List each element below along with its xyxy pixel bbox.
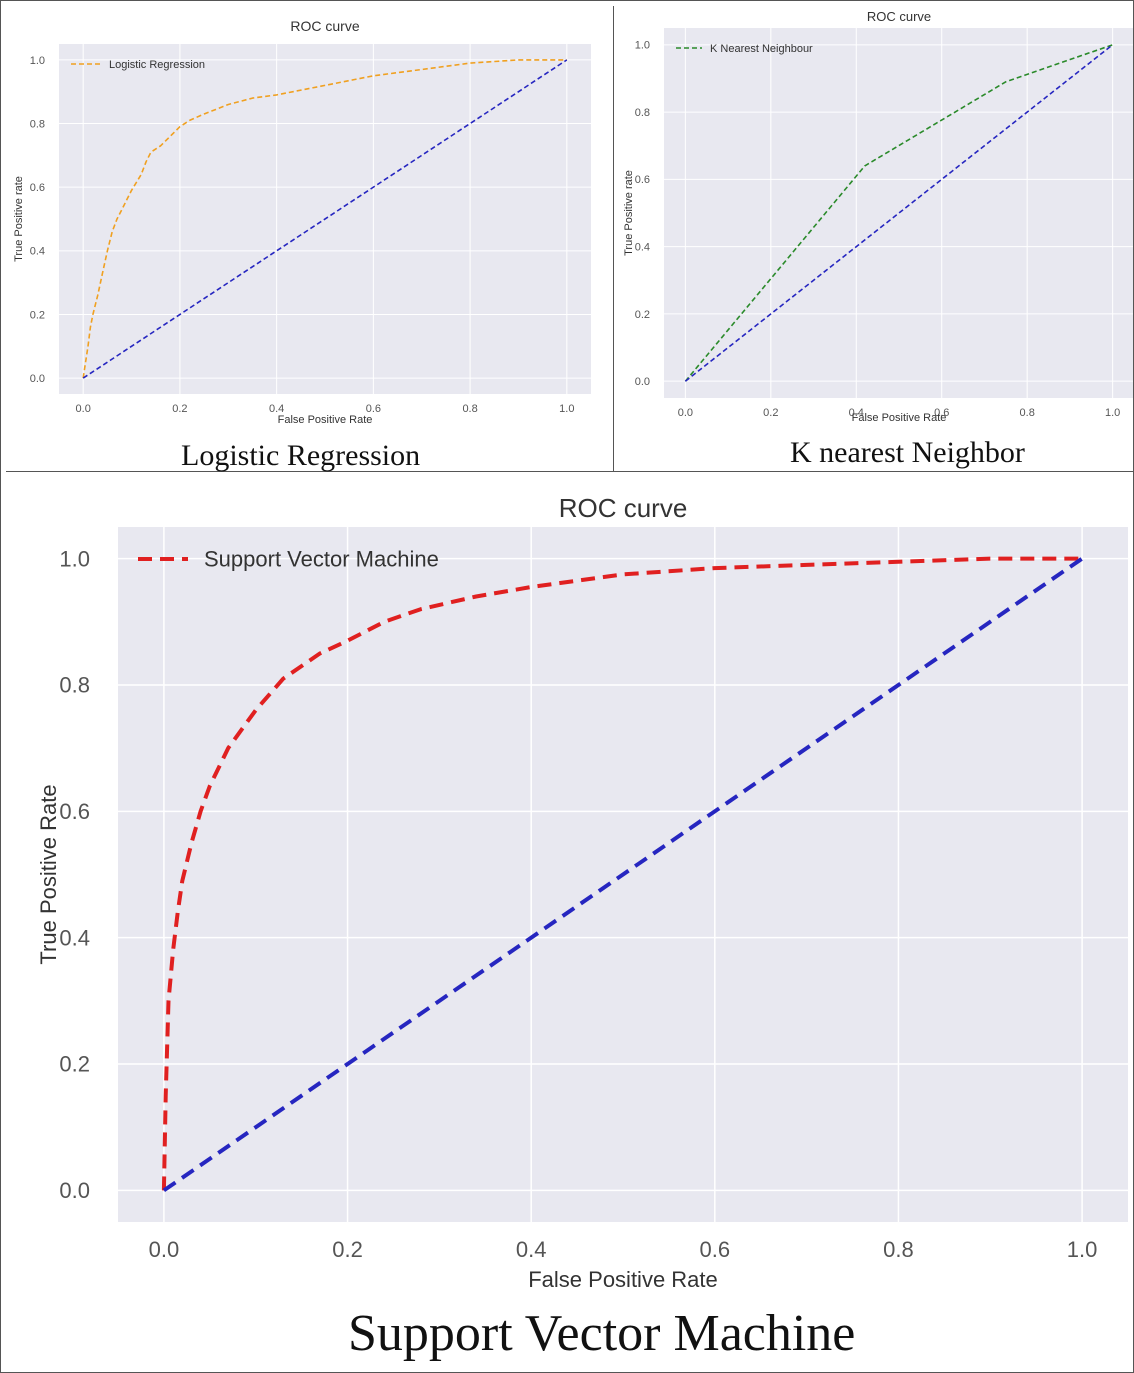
y-tick-label: 0.2 <box>59 1052 90 1077</box>
x-tick-label: 1.0 <box>1105 407 1120 419</box>
legend-label: Logistic Regression <box>109 59 205 71</box>
chart-title: ROC curve <box>867 9 931 24</box>
x-tick-label: 0.4 <box>849 407 864 419</box>
roc-curve-line <box>684 44 1113 382</box>
x-tick-label: 0.2 <box>332 1237 363 1262</box>
x-axis-label: False Positive Rate <box>278 414 373 426</box>
lr-panel: 0.0 0.2 0.4 0.6 0.8 1.0 0.0 0.2 0.4 0.6 0.8 1.0 ROC … <box>6 6 614 472</box>
x-tick-label: 1.0 <box>559 403 574 415</box>
y-tick-label: 1.0 <box>59 546 90 571</box>
y-tick-label: 0.2 <box>30 309 45 321</box>
x-tick-label: 0.8 <box>883 1237 914 1262</box>
y-tick-label: 0.4 <box>59 925 90 950</box>
y-tick-label: 0.8 <box>635 107 650 119</box>
svm-roc-chart: 0.0 0.2 0.4 0.6 0.8 1.0 0.0 0.2 0.4 0.6 0.8 1.0 ROC … <box>36 493 1128 1292</box>
x-tick-label: 0.8 <box>462 403 477 415</box>
legend-label: K Nearest Neighbour <box>710 43 813 55</box>
chart-title: ROC curve <box>290 18 359 34</box>
x-axis-label: False Positive Rate <box>852 412 947 424</box>
chance-diagonal-line <box>82 59 568 379</box>
y-axis-label: True Positive rate <box>13 176 25 262</box>
chance-diagonal-line <box>162 556 1084 1193</box>
x-axis-label: False Positive Rate <box>528 1267 718 1292</box>
y-tick-label: 0.2 <box>635 309 650 321</box>
y-tick-label: 0.4 <box>30 246 45 258</box>
lr-caption: Logistic Regression <box>181 439 421 472</box>
lr-roc-chart: 0.0 0.2 0.4 0.6 0.8 1.0 0.0 0.2 0.4 0.6 0.8 1.0 ROC … <box>13 18 591 426</box>
chance-diagonal-line <box>684 44 1114 382</box>
y-tick-label: 0.8 <box>59 673 90 698</box>
knn-caption: K nearest Neighbor <box>790 436 1025 469</box>
x-tick-label: 0.0 <box>149 1237 180 1262</box>
chart-title: ROC curve <box>559 493 688 523</box>
y-tick-label: 0.0 <box>635 376 650 388</box>
y-tick-label: 0.4 <box>635 241 650 253</box>
roc-curve-line <box>161 556 1083 1191</box>
y-tick-label: 0.0 <box>30 373 45 385</box>
y-tick-label: 0.0 <box>59 1178 90 1203</box>
y-tick-label: 0.6 <box>635 174 650 186</box>
x-tick-label: 1.0 <box>1067 1237 1098 1262</box>
x-tick-label: 0.6 <box>934 407 949 419</box>
y-axis-label: True Positive Rate <box>36 784 61 964</box>
x-tick-label: 0.0 <box>76 403 91 415</box>
svm-caption: Support Vector Machine <box>348 1305 856 1362</box>
x-tick-label: 0.0 <box>678 407 693 419</box>
x-tick-label: 0.4 <box>269 403 284 415</box>
x-tick-label: 0.6 <box>700 1237 731 1262</box>
x-tick-label: 0.8 <box>1020 407 1035 419</box>
x-tick-label: 0.4 <box>516 1237 547 1262</box>
knn-roc-chart: 0.0 0.2 0.4 0.6 0.8 1.0 0.0 0.2 0.4 0.6 0.8 1.0 ROC … <box>623 9 1134 424</box>
svm-panel: 0.0 0.2 0.4 0.6 0.8 1.0 0.0 0.2 0.4 0.6 0.8 1.0 ROC … <box>6 472 1134 1373</box>
legend-label: Support Vector Machine <box>204 547 439 572</box>
roc-curve-line <box>82 59 567 379</box>
x-tick-label: 0.6 <box>366 403 381 415</box>
y-tick-label: 0.6 <box>59 799 90 824</box>
x-tick-label: 0.2 <box>172 403 187 415</box>
knn-panel: 0.0 0.2 0.4 0.6 0.8 1.0 0.0 0.2 0.4 0.6 0.8 1.0 ROC … <box>614 6 1134 472</box>
y-tick-label: 0.6 <box>30 182 45 194</box>
y-tick-label: 0.8 <box>30 118 45 130</box>
y-tick-label: 1.0 <box>635 40 650 52</box>
y-tick-label: 1.0 <box>30 55 45 67</box>
x-tick-label: 0.2 <box>763 407 778 419</box>
y-axis-label: True Positive rate <box>623 170 635 256</box>
